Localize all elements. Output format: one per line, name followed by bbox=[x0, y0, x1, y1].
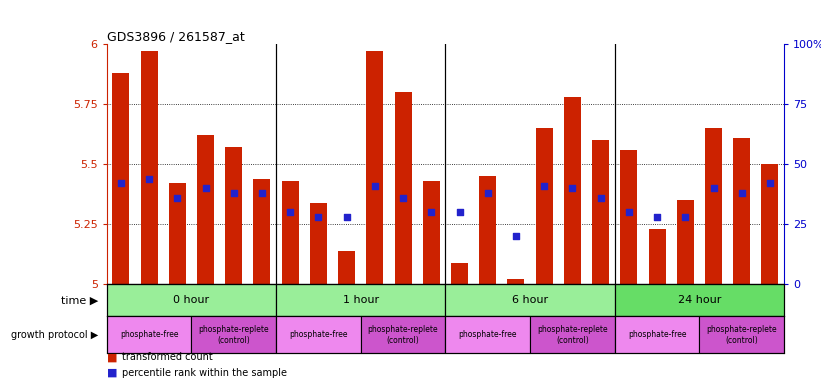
Text: growth protocol ▶: growth protocol ▶ bbox=[11, 330, 99, 340]
Text: 1 hour: 1 hour bbox=[342, 295, 378, 305]
Point bbox=[312, 214, 325, 220]
Bar bbox=[733, 138, 750, 284]
Bar bbox=[699, 316, 784, 354]
Point bbox=[199, 185, 212, 191]
Bar bbox=[479, 176, 496, 284]
Point bbox=[622, 209, 635, 215]
Point bbox=[453, 209, 466, 215]
Point bbox=[735, 190, 748, 196]
Point bbox=[707, 185, 720, 191]
Bar bbox=[615, 316, 699, 354]
Point bbox=[594, 195, 608, 201]
Text: transformed count: transformed count bbox=[122, 352, 213, 362]
Bar bbox=[564, 97, 581, 284]
Bar bbox=[338, 251, 355, 284]
Bar bbox=[366, 51, 383, 284]
Point bbox=[340, 214, 353, 220]
Bar bbox=[615, 284, 784, 316]
Bar bbox=[395, 92, 411, 284]
Bar bbox=[282, 181, 299, 284]
Point bbox=[114, 180, 127, 187]
Point bbox=[679, 214, 692, 220]
Text: phosphate-replete
(control): phosphate-replete (control) bbox=[706, 325, 777, 344]
Text: time ▶: time ▶ bbox=[62, 295, 99, 305]
Bar bbox=[276, 316, 360, 354]
Point bbox=[397, 195, 410, 201]
Text: phosphate-replete
(control): phosphate-replete (control) bbox=[199, 325, 269, 344]
Text: ■: ■ bbox=[107, 352, 117, 362]
Text: 24 hour: 24 hour bbox=[677, 295, 721, 305]
Bar bbox=[592, 140, 609, 284]
Bar bbox=[191, 316, 276, 354]
Bar bbox=[360, 316, 445, 354]
Text: 0 hour: 0 hour bbox=[173, 295, 209, 305]
Bar bbox=[535, 128, 553, 284]
Point bbox=[171, 195, 184, 201]
Bar bbox=[225, 147, 242, 284]
Bar bbox=[507, 280, 525, 284]
Bar bbox=[276, 284, 445, 316]
Text: phosphate-replete
(control): phosphate-replete (control) bbox=[537, 325, 608, 344]
Bar bbox=[761, 164, 778, 284]
Bar bbox=[445, 284, 615, 316]
Point bbox=[509, 233, 522, 239]
Bar bbox=[197, 136, 214, 284]
Bar bbox=[705, 128, 722, 284]
Text: percentile rank within the sample: percentile rank within the sample bbox=[122, 367, 287, 377]
Bar bbox=[621, 150, 637, 284]
Text: phosphate-free: phosphate-free bbox=[628, 330, 686, 339]
Point bbox=[424, 209, 438, 215]
Text: phosphate-free: phosphate-free bbox=[289, 330, 347, 339]
Text: ■: ■ bbox=[107, 367, 117, 377]
Text: phosphate-free: phosphate-free bbox=[458, 330, 517, 339]
Point bbox=[764, 180, 777, 187]
Bar bbox=[677, 200, 694, 284]
Bar bbox=[310, 203, 327, 284]
Point bbox=[566, 185, 579, 191]
Bar bbox=[107, 284, 276, 316]
Text: GDS3896 / 261587_at: GDS3896 / 261587_at bbox=[107, 30, 245, 43]
Bar bbox=[107, 316, 191, 354]
Bar bbox=[530, 316, 615, 354]
Point bbox=[143, 175, 156, 182]
Bar bbox=[140, 51, 158, 284]
Bar bbox=[112, 73, 130, 284]
Bar bbox=[169, 184, 186, 284]
Bar bbox=[649, 229, 666, 284]
Bar bbox=[451, 263, 468, 284]
Point bbox=[283, 209, 296, 215]
Bar bbox=[423, 181, 440, 284]
Point bbox=[369, 183, 382, 189]
Point bbox=[481, 190, 494, 196]
Text: 6 hour: 6 hour bbox=[512, 295, 548, 305]
Point bbox=[227, 190, 241, 196]
Bar bbox=[445, 316, 530, 354]
Point bbox=[255, 190, 268, 196]
Bar bbox=[254, 179, 270, 284]
Text: phosphate-free: phosphate-free bbox=[120, 330, 178, 339]
Text: phosphate-replete
(control): phosphate-replete (control) bbox=[368, 325, 438, 344]
Point bbox=[650, 214, 663, 220]
Point bbox=[538, 183, 551, 189]
